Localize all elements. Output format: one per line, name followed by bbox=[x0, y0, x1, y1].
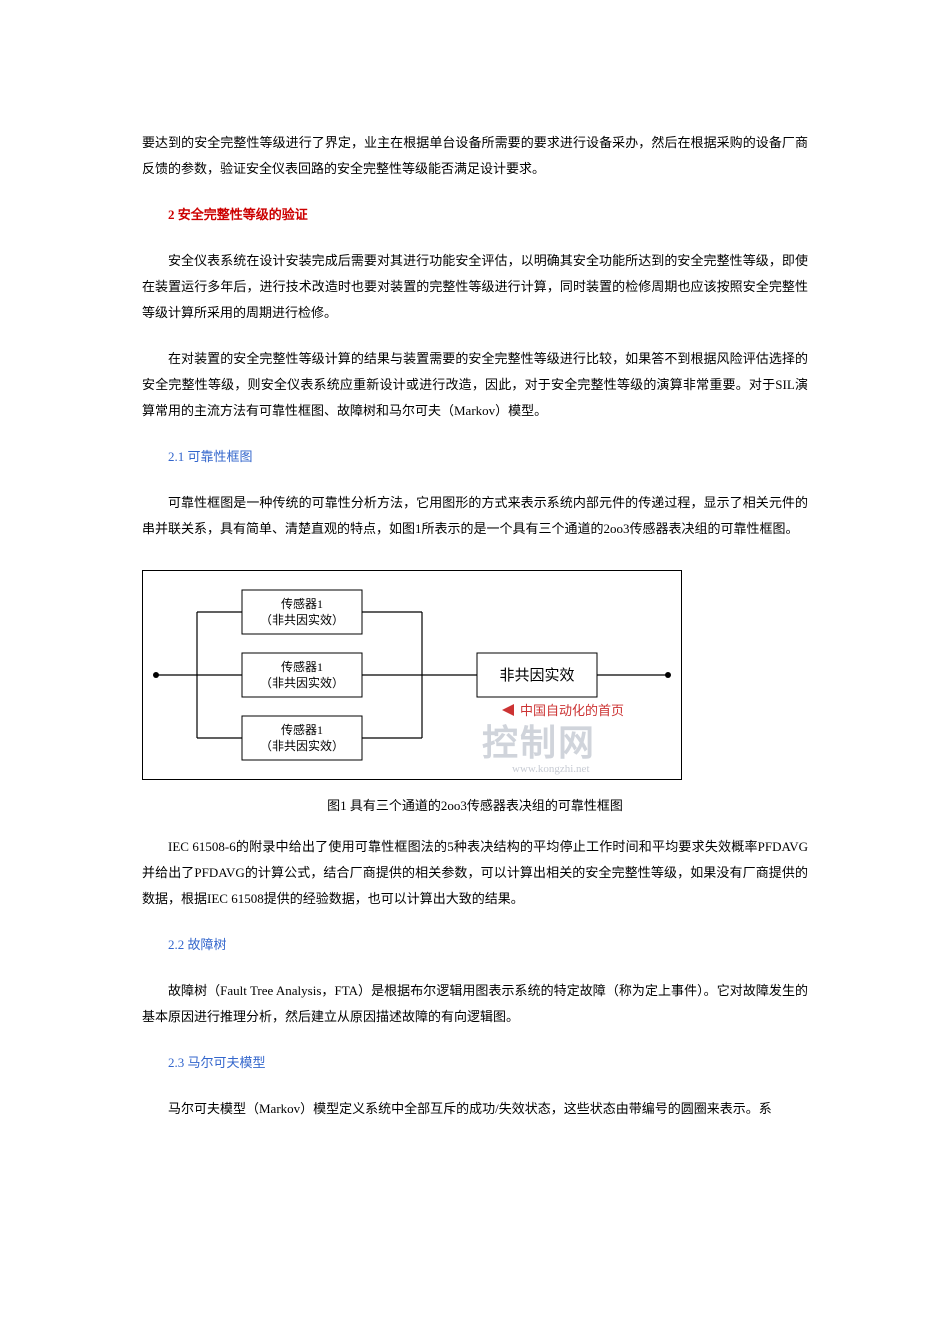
figure-1-caption: 图1 具有三个通道的2oo3传感器表决组的可靠性框图 bbox=[142, 795, 808, 814]
diagram-svg: 传感器1（非共因实效）传感器1（非共因实效）传感器1（非共因实效）非共因实效中国… bbox=[142, 570, 682, 780]
section-2-3-heading: 2.3 马尔可夫模型 bbox=[142, 1050, 808, 1076]
svg-text:中国自动化的首页: 中国自动化的首页 bbox=[520, 703, 624, 718]
svg-text:（非共因实效）: （非共因实效） bbox=[260, 738, 344, 753]
section-2-1-para-2: IEC 61508-6的附录中给出了使用可靠性框图法的5种表决结构的平均停止工作… bbox=[142, 834, 808, 912]
document-page: 要达到的安全完整性等级进行了界定，业主在根据单台设备所需要的要求进行设备采办，然… bbox=[0, 0, 950, 1202]
svg-text:传感器1: 传感器1 bbox=[281, 596, 323, 611]
svg-text:传感器1: 传感器1 bbox=[281, 722, 323, 737]
section-2-3-para-1: 马尔可夫模型（Markov）模型定义系统中全部互斥的成功/失效状态，这些状态由带… bbox=[142, 1096, 808, 1122]
section-2-2-para-1: 故障树（Fault Tree Analysis，FTA）是根据布尔逻辑用图表示系… bbox=[142, 978, 808, 1030]
section-2-2-heading: 2.2 故障树 bbox=[142, 932, 808, 958]
svg-text:非共因实效: 非共因实效 bbox=[499, 667, 574, 684]
svg-text:www.kongzhi.net: www.kongzhi.net bbox=[512, 763, 590, 775]
reliability-block-diagram: 传感器1（非共因实效）传感器1（非共因实效）传感器1（非共因实效）非共因实效中国… bbox=[142, 570, 808, 785]
section-2-heading: 2 安全完整性等级的验证 bbox=[142, 202, 808, 228]
svg-text:（非共因实效）: （非共因实效） bbox=[260, 612, 344, 627]
intro-paragraph: 要达到的安全完整性等级进行了界定，业主在根据单台设备所需要的要求进行设备采办，然… bbox=[142, 130, 808, 182]
section-2-1-para-1: 可靠性框图是一种传统的可靠性分析方法，它用图形的方式来表示系统内部元件的传递过程… bbox=[142, 490, 808, 542]
section-2-para-2: 在对装置的安全完整性等级计算的结果与装置需要的安全完整性等级进行比较，如果答不到… bbox=[142, 346, 808, 424]
svg-text:控制网: 控制网 bbox=[482, 723, 596, 763]
section-2-para-1: 安全仪表系统在设计安装完成后需要对其进行功能安全评估，以明确其安全功能所达到的安… bbox=[142, 248, 808, 326]
section-2-1-heading: 2.1 可靠性框图 bbox=[142, 444, 808, 470]
svg-text:（非共因实效）: （非共因实效） bbox=[260, 675, 344, 690]
svg-text:传感器1: 传感器1 bbox=[281, 659, 323, 674]
